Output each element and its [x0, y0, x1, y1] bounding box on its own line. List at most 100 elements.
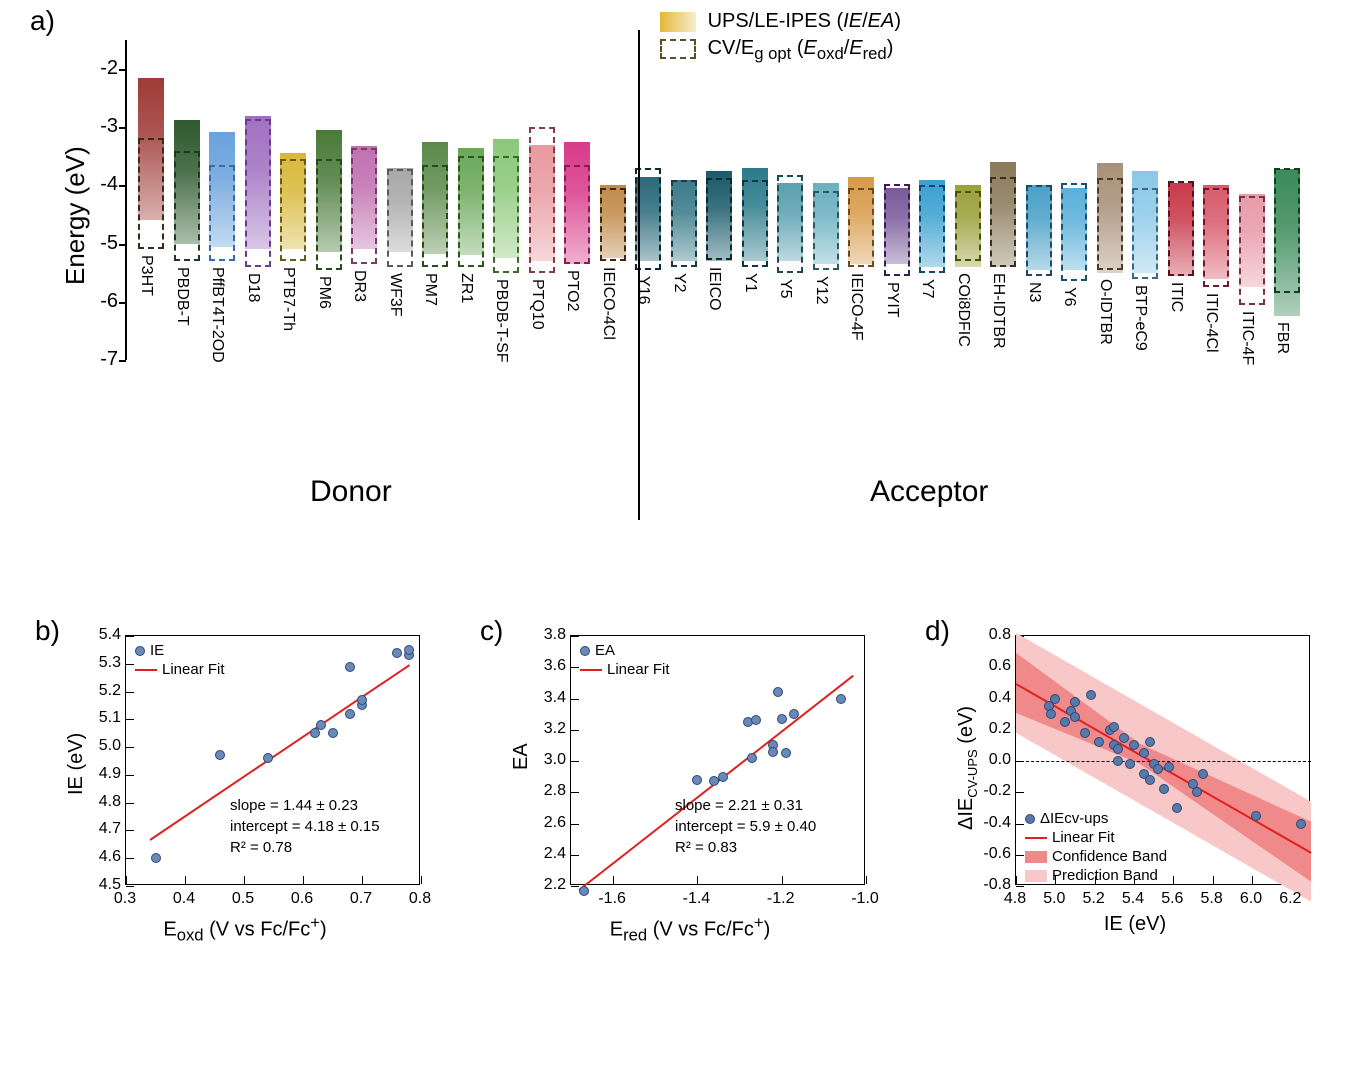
data-point: [1153, 764, 1163, 774]
material-label: Y2: [670, 273, 688, 293]
xtick: -1.0: [851, 890, 879, 908]
legend: IE Linear Fit: [135, 642, 225, 680]
data-point: [1296, 819, 1306, 829]
ytick: 5.3: [85, 654, 121, 672]
material-label: P3HT: [137, 255, 155, 296]
material-label: O-IDTBR: [1096, 279, 1114, 345]
data-point: [1046, 709, 1056, 719]
material-label: Y12: [812, 276, 830, 304]
material-label: Y7: [918, 279, 936, 299]
energy-bar-dashed: [742, 180, 768, 267]
panel-d-legend: ΔIEcv-ups Linear Fit Confidence Band Pre…: [1025, 810, 1167, 886]
data-point: [1060, 717, 1070, 727]
xtick: 0.7: [350, 890, 372, 908]
fit-annotation: slope = 2.21 ± 0.31intercept = 5.9 ± 0.4…: [675, 795, 816, 858]
data-point: [1159, 784, 1169, 794]
energy-bar-dashed: [671, 180, 697, 267]
data-point: [1192, 787, 1202, 797]
panel-d: d) ΔIECV-UPS (eV) IE (eV) 4.85.05.25.45.…: [945, 620, 1325, 950]
data-point: [781, 748, 791, 758]
energy-bar-dashed: [458, 156, 484, 267]
material-label: IEICO-4F: [847, 273, 865, 341]
ytick: 2.8: [530, 782, 566, 800]
data-point: [1145, 737, 1155, 747]
data-point: [773, 687, 783, 697]
data-point: [1145, 775, 1155, 785]
material-label: IEICO-4Cl: [599, 267, 617, 340]
ytick: 2.2: [530, 876, 566, 894]
data-point: [1119, 733, 1129, 743]
energy-bar-dashed: [316, 159, 342, 270]
ytick: 4.7: [85, 820, 121, 838]
data-point: [718, 772, 728, 782]
ytick: 4.6: [85, 848, 121, 866]
material-label: FBR: [1273, 322, 1291, 354]
ytick: -5: [82, 232, 118, 255]
energy-bar-dashed: [1026, 185, 1052, 275]
donor-acceptor-divider: [638, 30, 640, 520]
xtick: 5.8: [1201, 890, 1223, 908]
ytick: 3.8: [530, 626, 566, 644]
energy-bar-dashed: [884, 184, 910, 275]
energy-bar-dashed: [1061, 183, 1087, 282]
energy-bar-dashed: [955, 191, 981, 261]
ytick: -0.6: [975, 845, 1011, 863]
ytick: 2.6: [530, 814, 566, 832]
material-label: ZR1: [457, 273, 475, 303]
energy-bar-dashed: [245, 119, 271, 267]
legend: EA Linear Fit: [580, 642, 670, 680]
legend-solid-text: UPS/LE-IPES (IE/EA): [708, 10, 901, 32]
energy-bar-dashed: [1097, 178, 1123, 269]
xtick: 5.4: [1122, 890, 1144, 908]
panel-b-label: b): [35, 615, 60, 647]
energy-bar-dashed: [848, 188, 874, 267]
energy-bar-dashed: [351, 148, 377, 264]
energy-bar-dashed: [1168, 181, 1194, 276]
data-point: [1050, 694, 1060, 704]
ytick: -2: [82, 57, 118, 80]
energy-bar-dashed: [138, 138, 164, 250]
panel-c-xlabel: Ered (V vs Fc/Fc+): [500, 913, 880, 946]
energy-bar-dashed: [990, 177, 1016, 267]
panel-a-legend: UPS/LE-IPES (IE/EA) CV/Eg opt (Eoxd/Ered…: [660, 10, 901, 64]
energy-bar-dashed: [280, 159, 306, 261]
material-label: PBDB-T-SF: [492, 279, 510, 363]
xtick: 5.6: [1161, 890, 1183, 908]
energy-bar-dashed: [919, 185, 945, 272]
data-point: [1113, 744, 1123, 754]
data-point: [1094, 737, 1104, 747]
ytick: -3: [82, 115, 118, 138]
material-label: Y16: [634, 276, 652, 304]
data-point: [1070, 712, 1080, 722]
ytick: 3.0: [530, 751, 566, 769]
ytick: 3.4: [530, 689, 566, 707]
material-label: WF3F: [386, 273, 404, 317]
material-label: DR3: [350, 270, 368, 302]
y-axis: [125, 40, 127, 360]
xtick: 6.0: [1240, 890, 1262, 908]
energy-bar-dashed: [706, 178, 732, 259]
data-point: [1251, 811, 1261, 821]
data-point: [345, 709, 355, 719]
energy-bar-dashed: [777, 175, 803, 273]
ytick: -0.2: [975, 782, 1011, 800]
donor-label: Donor: [310, 475, 392, 509]
material-label: Y1: [741, 273, 759, 293]
material-label: PYIT: [883, 282, 901, 318]
data-point: [1172, 803, 1182, 813]
material-label: PTB7-Th: [279, 267, 297, 331]
panel-b-xlabel: Eoxd (V vs Fc/Fc+): [55, 913, 435, 946]
material-label: N3: [1025, 282, 1043, 302]
xtick: 0.5: [232, 890, 254, 908]
legend-solid-swatch: [660, 12, 696, 32]
material-label: COi8DFIC: [954, 273, 972, 347]
material-label: ITIC: [1167, 282, 1185, 312]
xtick: -1.4: [683, 890, 711, 908]
panel-a-plot: P3HTPBDB-TPffBT4T-2ODD18PTB7-ThPM6DR3WF3…: [130, 40, 1320, 360]
ytick: 2.4: [530, 845, 566, 863]
material-label: ITIC-4Cl: [1202, 293, 1220, 353]
energy-bar-dashed: [1203, 188, 1229, 287]
data-point: [215, 750, 225, 760]
data-point: [789, 709, 799, 719]
ytick: 5.2: [85, 682, 121, 700]
